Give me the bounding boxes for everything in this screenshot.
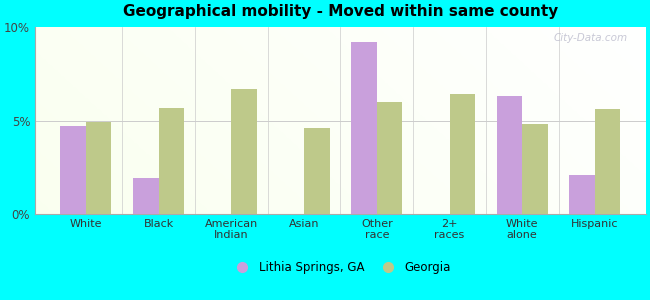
Legend: Lithia Springs, GA, Georgia: Lithia Springs, GA, Georgia <box>226 256 456 279</box>
Title: Geographical mobility - Moved within same county: Geographical mobility - Moved within sam… <box>123 4 558 19</box>
Bar <box>352 42 377 214</box>
Bar <box>231 89 257 214</box>
Bar <box>522 124 548 214</box>
Bar <box>450 94 475 214</box>
Bar <box>377 102 402 214</box>
Bar <box>595 110 620 214</box>
Bar <box>86 122 111 214</box>
Bar <box>133 178 159 214</box>
Text: City-Data.com: City-Data.com <box>553 33 627 43</box>
Bar <box>304 128 330 214</box>
Bar <box>60 126 86 214</box>
Bar <box>159 107 184 214</box>
Bar <box>569 175 595 214</box>
Bar <box>497 96 522 214</box>
